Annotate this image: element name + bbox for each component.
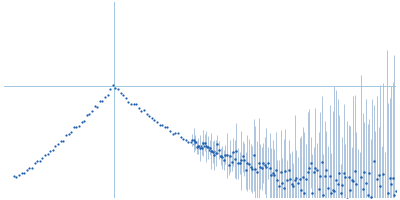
Point [118, 91, 124, 95]
Point [44, 152, 51, 155]
Point [50, 149, 56, 152]
Point [47, 150, 54, 153]
Point [112, 87, 118, 90]
Point [99, 100, 106, 103]
Point [76, 124, 82, 127]
Point [151, 119, 158, 122]
Point [16, 173, 22, 177]
Point [154, 121, 160, 124]
Point [216, 155, 223, 158]
Point [146, 115, 152, 118]
Point [58, 140, 64, 143]
Point [32, 161, 38, 164]
Point [11, 175, 17, 178]
Point [107, 87, 113, 90]
Point [123, 97, 129, 100]
Point [201, 144, 207, 148]
Point [34, 160, 40, 163]
Point [162, 125, 168, 129]
Point [172, 132, 178, 135]
Point [94, 105, 100, 108]
Point [65, 132, 72, 136]
Point [89, 110, 95, 113]
Point [198, 145, 204, 148]
Point [180, 137, 186, 140]
Point [21, 171, 28, 174]
Point [133, 102, 140, 105]
Point [18, 171, 25, 175]
Point [188, 140, 194, 144]
Point [208, 149, 215, 152]
Point [104, 93, 111, 96]
Point [193, 141, 199, 144]
Point [52, 144, 59, 147]
Point [136, 107, 142, 110]
Point [115, 88, 121, 91]
Point [13, 176, 20, 179]
Point [185, 140, 192, 143]
Point [81, 120, 87, 123]
Point [196, 144, 202, 147]
Point [42, 153, 48, 157]
Point [86, 112, 92, 115]
Point [175, 131, 181, 134]
Point [110, 84, 116, 87]
Point [159, 123, 166, 126]
Point [182, 139, 189, 142]
Point [102, 95, 108, 99]
Point [206, 149, 212, 152]
Point [138, 110, 145, 113]
Point [63, 133, 69, 136]
Point [128, 103, 134, 106]
Point [70, 125, 77, 128]
Point [130, 102, 137, 105]
Point [96, 100, 103, 103]
Point [164, 126, 171, 129]
Point [78, 120, 85, 123]
Point [120, 93, 126, 96]
Point [141, 109, 147, 112]
Point [84, 113, 90, 116]
Point [203, 146, 210, 149]
Point [26, 166, 33, 170]
Point [149, 116, 155, 120]
Point [170, 132, 176, 136]
Point [24, 168, 30, 171]
Point [156, 124, 163, 127]
Point [73, 125, 80, 128]
Point [29, 166, 35, 170]
Point [39, 156, 46, 160]
Point [214, 152, 220, 155]
Point [190, 143, 197, 146]
Point [91, 105, 98, 108]
Point [55, 142, 61, 146]
Point [125, 100, 132, 103]
Point [37, 159, 43, 162]
Point [211, 150, 218, 153]
Point [144, 113, 150, 116]
Point [177, 135, 184, 138]
Point [60, 139, 66, 143]
Point [68, 131, 74, 134]
Point [167, 129, 173, 132]
